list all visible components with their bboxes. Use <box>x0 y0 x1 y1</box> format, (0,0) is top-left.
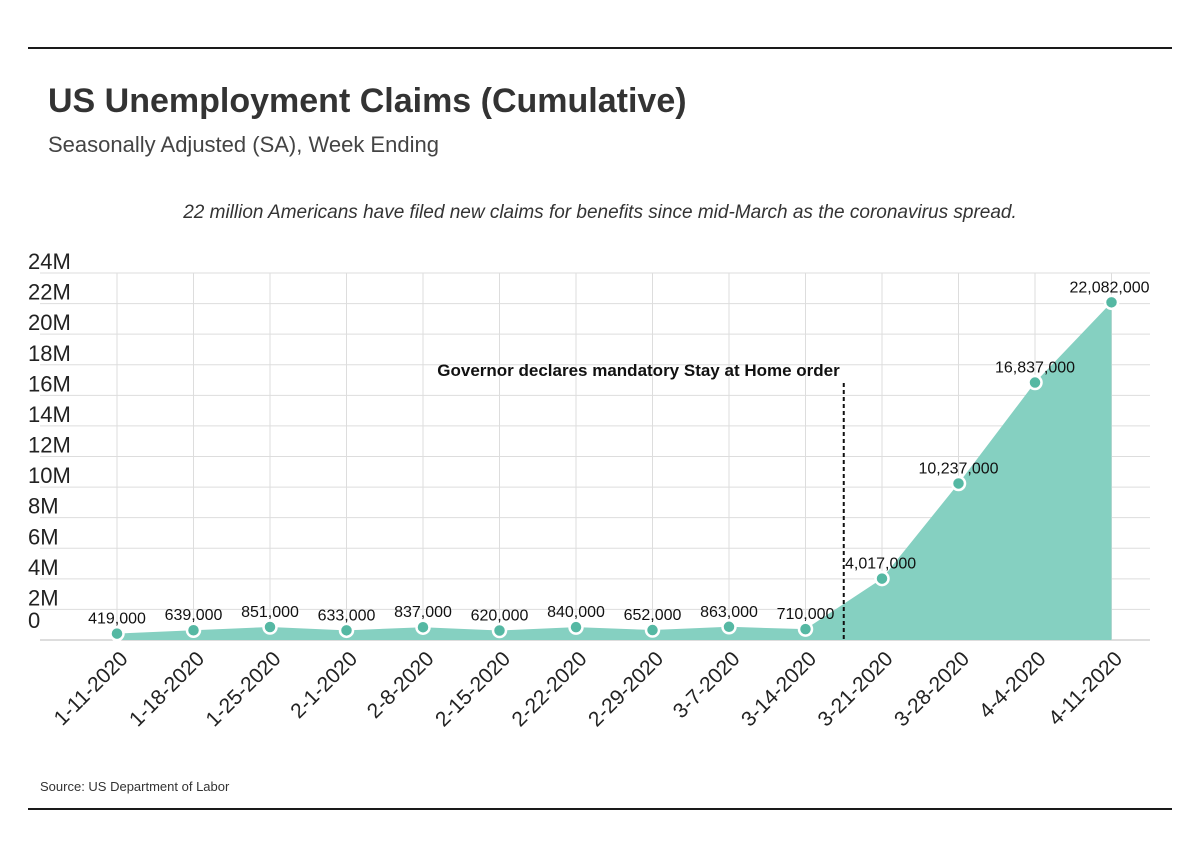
x-tick-label: 3-21-2020 <box>814 647 898 731</box>
x-tick-label: 2-8-2020 <box>363 647 439 723</box>
page-subtitle: Seasonally Adjusted (SA), Week Ending <box>48 132 439 157</box>
x-tick-label: 1-25-2020 <box>202 647 286 731</box>
x-tick-label: 4-11-2020 <box>1044 647 1127 730</box>
x-tick-label: 3-14-2020 <box>737 647 821 731</box>
data-point <box>415 619 431 635</box>
data-point <box>797 621 814 637</box>
y-tick-label: 18M <box>28 341 71 366</box>
data-label: 710,000 <box>777 606 835 623</box>
data-label: 652,000 <box>624 607 682 624</box>
x-tick-label: 3-28-2020 <box>890 647 974 731</box>
y-tick-label: 16M <box>28 371 71 396</box>
x-tick-label: 3-7-2020 <box>669 647 745 723</box>
data-point <box>874 570 890 587</box>
data-label: 633,000 <box>318 607 376 624</box>
data-label: 4,017,000 <box>845 556 916 573</box>
data-label: 10,237,000 <box>918 460 998 477</box>
y-tick-label: 20M <box>28 310 71 335</box>
data-point <box>568 619 584 635</box>
data-point <box>338 622 355 639</box>
x-tick-label: 2-22-2020 <box>508 647 592 731</box>
y-tick-label: 10M <box>28 463 71 488</box>
data-point <box>185 622 202 638</box>
page-title: US Unemployment Claims (Cumulative) <box>48 82 687 120</box>
source-note: Source: US Department of Labor <box>40 779 230 794</box>
y-axis-ticks: 02M 4M 6M 8M 10M 12M 14M 16M 18M 20M 22M 24M <box>28 249 71 633</box>
data-point <box>491 622 508 639</box>
data-point <box>1103 294 1120 311</box>
data-label: 22,082,000 <box>1069 279 1149 296</box>
y-tick-label: 2M <box>28 585 59 610</box>
annotation-text: Governor declares mandatory Stay at Home… <box>437 361 840 380</box>
x-tick-label: 4-4-2020 <box>975 647 1051 723</box>
data-label: 863,000 <box>700 604 758 621</box>
data-label: 419,000 <box>88 611 146 628</box>
chart-caption: 22 million Americans have filed new clai… <box>183 202 1017 223</box>
data-point <box>109 625 125 642</box>
data-label: 851,000 <box>241 604 299 621</box>
data-labels: 419,000 639,000 851,000 633,000 837,000 620,0… <box>88 279 1150 627</box>
x-tick-label: 2-1-2020 <box>286 647 362 723</box>
data-label: 16,837,000 <box>995 360 1075 377</box>
x-tick-label: 1-18-2020 <box>125 647 209 731</box>
data-point <box>950 475 967 492</box>
y-tick-label: 24M <box>28 249 71 274</box>
x-tick-label: 2-15-2020 <box>431 647 515 731</box>
data-point <box>262 619 278 635</box>
bottom-rule <box>28 808 1172 810</box>
data-label: 620,000 <box>471 608 529 625</box>
claims-area <box>117 302 1112 640</box>
top-rule <box>28 47 1172 49</box>
data-points <box>109 294 1120 642</box>
data-label: 639,000 <box>165 607 223 624</box>
y-tick-label: 8M <box>28 494 59 519</box>
y-tick-label: 22M <box>28 280 71 305</box>
data-point <box>721 619 737 635</box>
x-tick-label: 1-11-2020 <box>50 647 133 730</box>
data-label: 840,000 <box>547 604 605 621</box>
data-label: 837,000 <box>394 604 452 621</box>
data-point <box>644 622 661 638</box>
annotation-group: Governor declares mandatory Stay at Home… <box>437 361 845 640</box>
y-tick-label: 0 <box>28 608 40 633</box>
y-tick-label: 14M <box>28 402 71 427</box>
data-point <box>1027 374 1043 391</box>
x-tick-label: 2-29-2020 <box>584 647 668 731</box>
y-tick-label: 4M <box>28 555 59 580</box>
y-tick-label: 12M <box>28 433 71 458</box>
y-tick-label: 6M <box>28 524 59 549</box>
